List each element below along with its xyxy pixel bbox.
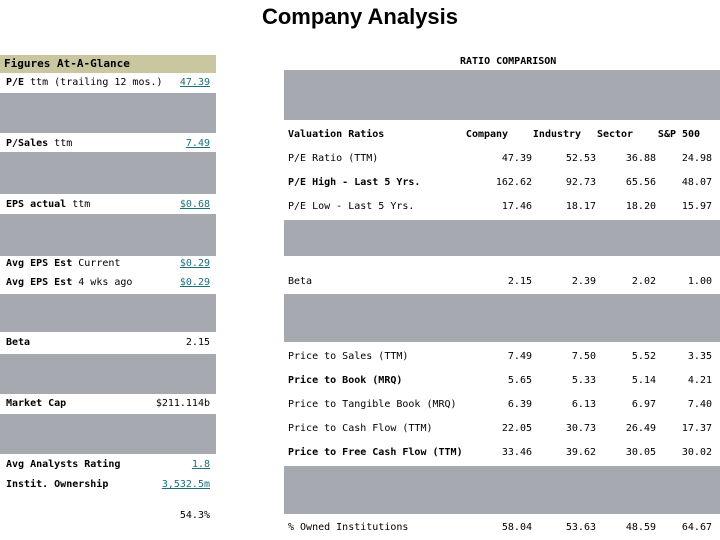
cell-industry: 6.13 (571, 399, 596, 410)
glance-value-pe[interactable]: 47.39 (179, 77, 210, 88)
cell-sector: 5.14 (631, 375, 656, 386)
cell-industry: 39.62 (565, 447, 596, 458)
cell-sp500: 3.35 (687, 351, 712, 362)
glance-label-eps-est-4wks: Avg EPS Est 4 wks ago (6, 277, 133, 288)
cell-sp500: 24.98 (681, 153, 712, 164)
page-title: Company Analysis (261, 4, 459, 29)
cell-sector: 6.97 (631, 399, 656, 410)
cell-company: 17.46 (501, 201, 532, 212)
cell-company: 162.62 (495, 177, 532, 188)
cell-industry: 30.73 (565, 423, 596, 434)
header-sector: Sector (596, 129, 634, 140)
table-row: Price to Book (MRQ) 5.65 5.33 5.14 4.21 (286, 369, 720, 393)
cell-company: 22.05 (501, 423, 532, 434)
glance-label-eps-est-current: Avg EPS Est Current (6, 258, 121, 269)
header-valuation-ratios: Valuation Ratios (288, 129, 385, 140)
header-company: Company (465, 129, 509, 140)
ratio-comparison-title: RATIO COMPARISON (460, 56, 557, 67)
cell-company: 5.65 (507, 375, 532, 386)
left-band (0, 354, 216, 394)
right-band (284, 220, 720, 256)
row-label: Beta (288, 276, 313, 287)
cell-industry: 52.53 (565, 153, 596, 164)
row-label: Price to Free Cash Flow (TTM) (288, 447, 463, 458)
left-band (0, 93, 216, 133)
cell-sp500: 48.07 (681, 177, 712, 188)
cell-sector: 5.52 (631, 351, 656, 362)
glance-value-instit-pct: 54.3% (179, 510, 210, 521)
cell-sector: 36.88 (625, 153, 656, 164)
table-row: % Owned Institutions 58.04 53.63 48.59 6… (286, 516, 720, 540)
cell-sp500: 17.37 (681, 423, 712, 434)
cell-sector: 18.20 (625, 201, 656, 212)
header-industry: Industry (532, 129, 582, 140)
glance-value-instit-ownership[interactable]: 3,532.5m (161, 479, 210, 490)
left-band (0, 294, 216, 332)
glance-value-market-cap: $211.114b (155, 398, 210, 409)
cell-sector: 30.05 (625, 447, 656, 458)
table-row: P/E Ratio (TTM) 47.39 52.53 36.88 24.98 (286, 147, 720, 171)
cell-industry: 53.63 (565, 522, 596, 533)
cell-sector: 65.56 (625, 177, 656, 188)
glance-label-market-cap: Market Cap (6, 398, 67, 409)
cell-company: 2.15 (507, 276, 532, 287)
row-label: Price to Book (MRQ) (288, 375, 403, 386)
glance-header: Figures At-A-Glance (0, 55, 216, 73)
right-band (284, 294, 720, 342)
left-band (0, 414, 216, 454)
glance-label-eps-actual: EPS actual ttm (6, 199, 91, 210)
table-row: Beta 2.15 2.39 2.02 1.00 (286, 270, 720, 294)
glance-value-analyst-rating[interactable]: 1.8 (191, 459, 210, 470)
cell-sp500: 30.02 (681, 447, 712, 458)
row-label: P/E Ratio (TTM) (288, 153, 379, 164)
left-band (0, 152, 216, 194)
cell-industry: 2.39 (571, 276, 596, 287)
cell-sp500: 15.97 (681, 201, 712, 212)
glance-value-psales[interactable]: 7.49 (185, 138, 210, 149)
row-label: Price to Cash Flow (TTM) (288, 423, 433, 434)
row-label: P/E High - Last 5 Yrs. (288, 177, 421, 188)
table-row: Price to Cash Flow (TTM) 22.05 30.73 26.… (286, 417, 720, 441)
cell-company: 58.04 (501, 522, 532, 533)
row-label: % Owned Institutions (288, 522, 409, 533)
glance-label-analyst-rating: Avg Analysts Rating (6, 459, 121, 470)
header-sp500: S&P 500 (657, 129, 701, 140)
cell-sector: 26.49 (625, 423, 656, 434)
cell-sector: 48.59 (625, 522, 656, 533)
glance-value-eps-actual[interactable]: $0.68 (179, 199, 210, 210)
right-band (284, 70, 720, 120)
left-band (0, 214, 216, 256)
cell-industry: 7.50 (571, 351, 596, 362)
cell-sector: 2.02 (631, 276, 656, 287)
table-row: Price to Free Cash Flow (TTM) 33.46 39.6… (286, 441, 720, 465)
glance-label-instit-ownership: Instit. Ownership (6, 479, 109, 490)
cell-industry: 92.73 (565, 177, 596, 188)
row-label: P/E Low - Last 5 Yrs. (288, 201, 415, 212)
cell-company: 7.49 (507, 351, 532, 362)
ratio-table-header: Valuation Ratios Company Industry Sector… (286, 123, 720, 147)
table-row: Price to Tangible Book (MRQ) 6.39 6.13 6… (286, 393, 720, 417)
glance-value-eps-est-4wks[interactable]: $0.29 (179, 277, 210, 288)
cell-company: 6.39 (507, 399, 532, 410)
glance-label-beta: Beta (6, 337, 31, 348)
glance-value-beta: 2.15 (185, 337, 210, 348)
table-row: P/E High - Last 5 Yrs. 162.62 92.73 65.5… (286, 171, 720, 195)
table-row: P/E Low - Last 5 Yrs. 17.46 18.17 18.20 … (286, 195, 720, 219)
cell-sp500: 4.21 (687, 375, 712, 386)
row-label: Price to Sales (TTM) (288, 351, 409, 362)
row-label: Price to Tangible Book (MRQ) (288, 399, 457, 410)
cell-sp500: 7.40 (687, 399, 712, 410)
glance-label-pe: P/E ttm (trailing 12 mos.) (6, 77, 163, 88)
glance-value-eps-est-current[interactable]: $0.29 (179, 258, 210, 269)
cell-sp500: 64.67 (681, 522, 712, 533)
table-row: Price to Sales (TTM) 7.49 7.50 5.52 3.35 (286, 345, 720, 369)
right-band (284, 466, 720, 514)
cell-company: 47.39 (501, 153, 532, 164)
cell-company: 33.46 (501, 447, 532, 458)
cell-industry: 5.33 (571, 375, 596, 386)
cell-industry: 18.17 (565, 201, 596, 212)
glance-label-psales: P/Sales ttm (6, 138, 73, 149)
cell-sp500: 1.00 (687, 276, 712, 287)
